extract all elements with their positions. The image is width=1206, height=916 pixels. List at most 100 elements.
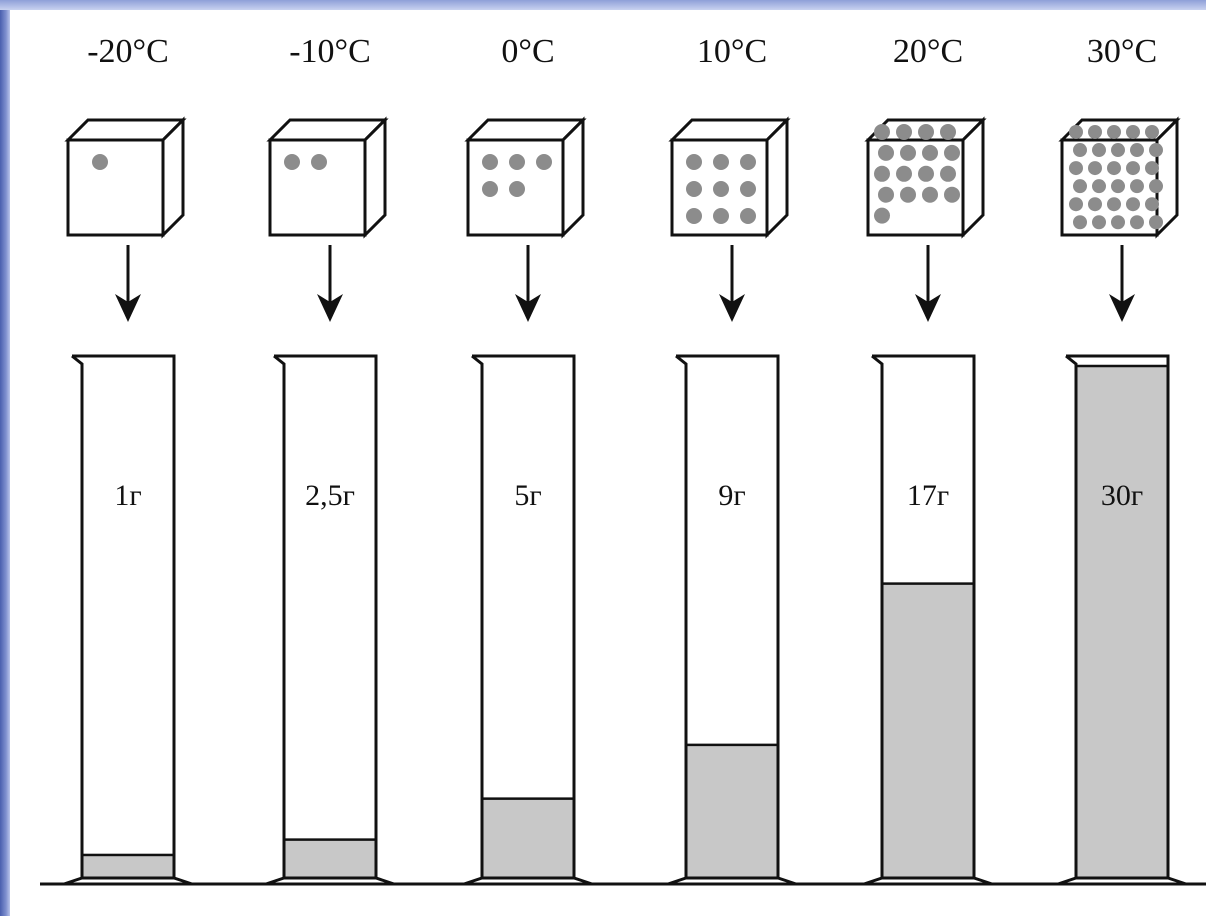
solute-dot xyxy=(1111,179,1125,194)
solute-dot xyxy=(740,154,756,170)
arrow-head xyxy=(915,294,941,322)
cube-icon xyxy=(464,116,587,239)
measuring-cylinder xyxy=(863,354,993,886)
cube-icon xyxy=(864,116,987,239)
solute-dot xyxy=(1073,143,1087,158)
temperature-label: 10°C xyxy=(697,33,767,70)
solute-dot xyxy=(944,186,960,203)
solute-dot xyxy=(1149,143,1163,158)
solute-dot xyxy=(874,207,890,224)
column-5: 30°C 30г xyxy=(1057,33,1187,886)
solute-dot xyxy=(940,165,956,182)
solute-dot xyxy=(1088,161,1102,176)
solute-dot xyxy=(918,124,934,140)
cylinder-base xyxy=(863,876,993,886)
mass-label: 30г xyxy=(1101,479,1143,512)
cylinder-base xyxy=(265,876,395,886)
cube-side-face xyxy=(961,116,985,239)
cube-side-face xyxy=(765,116,789,239)
cylinder-base xyxy=(63,876,193,886)
cylinder-base xyxy=(1057,876,1187,886)
solute-dot xyxy=(311,154,327,170)
cube-side-face xyxy=(363,116,387,239)
solution-fill xyxy=(684,743,780,880)
arrow-head xyxy=(1109,294,1135,322)
solute-dot xyxy=(1069,161,1083,176)
temperature-label: 0°C xyxy=(501,33,554,70)
cylinder-walls xyxy=(1065,354,1170,878)
cube-front-face xyxy=(66,138,165,237)
solute-dot xyxy=(482,154,498,170)
solute-dot xyxy=(509,154,525,170)
solute-dot xyxy=(1145,161,1159,176)
solute-dot xyxy=(482,181,498,197)
solute-dot xyxy=(896,165,912,182)
solute-dot xyxy=(1069,197,1083,212)
cube-side-face xyxy=(561,116,585,239)
arrow-head xyxy=(515,294,541,322)
cylinder-walls xyxy=(471,354,576,878)
solute-dot xyxy=(900,144,916,161)
solute-dot xyxy=(686,208,702,224)
mass-label: 5г xyxy=(514,479,541,512)
temperature-label: -10°C xyxy=(289,33,371,70)
mass-label: 9г xyxy=(718,479,745,512)
column-4: 20°C 17г xyxy=(863,33,993,886)
solute-dot xyxy=(1111,215,1125,230)
solution-fill xyxy=(880,582,976,880)
solute-dot xyxy=(740,181,756,197)
solute-dot xyxy=(713,208,729,224)
arrow-head xyxy=(317,294,343,322)
column-2: 0°C 5г xyxy=(463,33,593,886)
cylinder-base xyxy=(463,876,593,886)
solute-dot xyxy=(1145,197,1159,212)
column-1: -10°C 2,5г xyxy=(265,33,395,886)
solute-dot xyxy=(1149,215,1163,230)
solute-dot xyxy=(1088,125,1102,139)
solute-dot xyxy=(1107,161,1121,176)
column-3: 10°C 9г xyxy=(667,33,797,886)
mass-label: 2,5г xyxy=(305,479,355,512)
solute-dot xyxy=(922,186,938,203)
arrow-head xyxy=(719,294,745,322)
arrow-head xyxy=(115,294,141,322)
solute-dot xyxy=(1130,179,1144,194)
solute-dot xyxy=(1126,197,1140,212)
solute-dot xyxy=(1126,125,1140,139)
solute-dot xyxy=(1092,179,1106,194)
solute-dot xyxy=(1092,215,1106,230)
solute-dot xyxy=(1130,215,1144,230)
solute-dot xyxy=(940,124,956,140)
temperature-label: 30°C xyxy=(1087,33,1157,70)
solute-dot xyxy=(1073,179,1087,194)
cylinder-walls xyxy=(71,354,176,878)
solute-dot xyxy=(713,154,729,170)
cube-icon xyxy=(1058,116,1181,239)
solute-dot xyxy=(1092,143,1106,158)
temperature-label: -20°C xyxy=(87,33,169,70)
solute-dot xyxy=(509,181,525,197)
measuring-cylinder xyxy=(1057,354,1187,886)
cylinder-walls xyxy=(871,354,976,878)
solution-fill xyxy=(282,838,378,880)
measuring-cylinder xyxy=(63,354,193,886)
solute-dot xyxy=(1073,215,1087,230)
diagram-stage xyxy=(10,10,1206,916)
measuring-cylinder xyxy=(463,354,593,886)
solute-dot xyxy=(740,208,756,224)
solute-dot xyxy=(1088,197,1102,212)
solute-dot xyxy=(918,165,934,182)
solute-dot xyxy=(878,186,894,203)
cylinder-base xyxy=(667,876,797,886)
solute-dot xyxy=(878,144,894,161)
cylinder-walls xyxy=(273,354,378,878)
solute-dot xyxy=(1126,161,1140,176)
mass-label: 1г xyxy=(114,479,141,512)
cylinder-walls xyxy=(675,354,780,878)
measuring-cylinder xyxy=(667,354,797,886)
solute-dot xyxy=(1149,179,1163,194)
solute-dot xyxy=(922,144,938,161)
solution-fill xyxy=(1074,364,1170,880)
solute-dot xyxy=(874,124,890,140)
solute-dot xyxy=(944,144,960,161)
